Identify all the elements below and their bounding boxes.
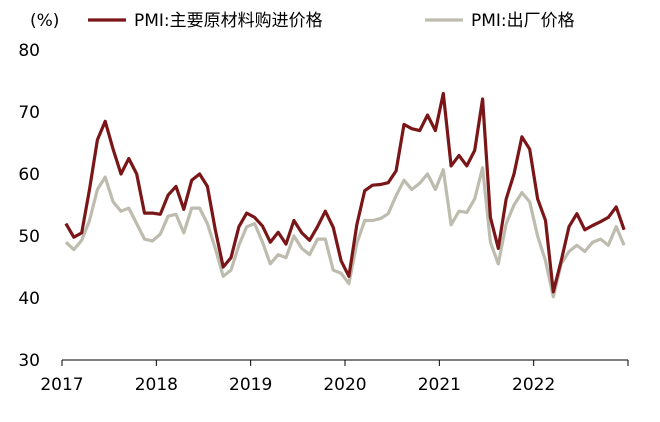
legend-label-1: PMI:主要原材料购进价格 [134,11,323,31]
x-tick-label: 2020 [323,375,366,395]
y-tick-label: 40 [18,289,40,309]
y-tick-label: 50 [18,227,40,247]
x-tick-label: 2018 [135,375,178,395]
y-tick-label: 70 [18,103,40,123]
y-tick-label: 80 [18,41,40,61]
y-axis-ticks: 30 40 50 60 70 80 [18,41,40,371]
legend-label-2: PMI:出厂价格 [471,11,575,31]
series-lines [64,91,626,299]
x-tick-label: 2019 [229,375,272,395]
series-line-2 [64,166,626,299]
series-line-1 [64,91,626,294]
x-axis-ticks: 2017 2018 2019 2020 2021 2022 [40,360,629,395]
y-tick-label: 30 [18,351,40,371]
y-tick-label: 60 [18,165,40,185]
x-tick-label: 2017 [40,375,83,395]
y-axis-unit-label: (%) [30,11,59,31]
legend: PMI:主要原材料购进价格 PMI:出厂价格 [88,11,575,31]
x-tick-label: 2021 [418,375,461,395]
x-tick-label: 2022 [512,375,555,395]
